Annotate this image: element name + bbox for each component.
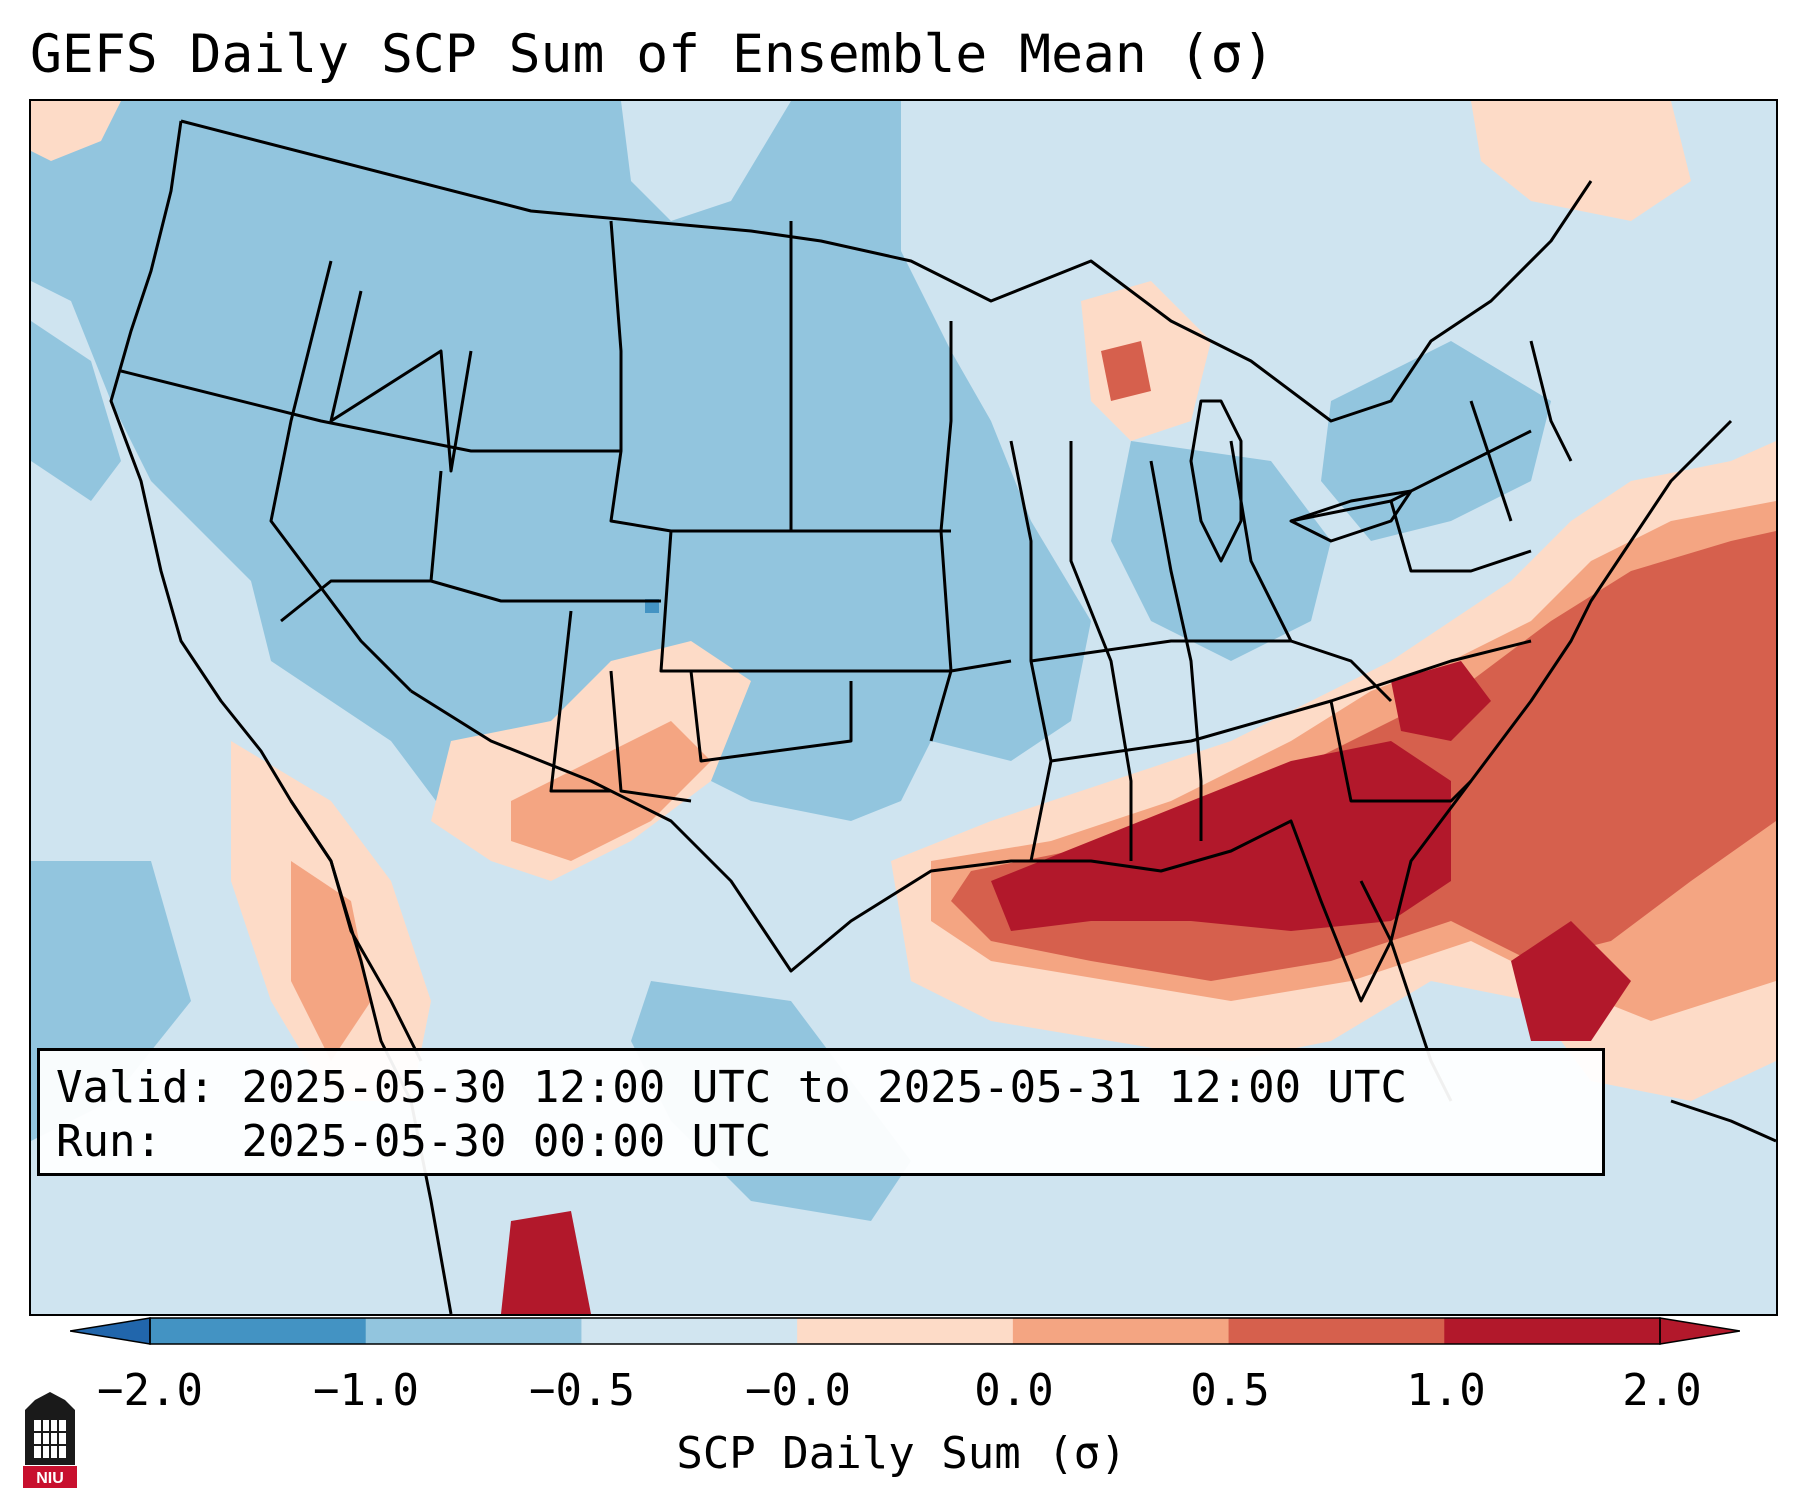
colorbar-tick-label: 0.0 (974, 1365, 1054, 1416)
map-canvas (31, 101, 1776, 1314)
colorbar (70, 1317, 1740, 1345)
cuba-outline (1670, 1099, 1776, 1143)
baja-mid-red-region (291, 861, 371, 1061)
northwest-corner-light-red-region (31, 101, 121, 161)
colorbar-segment (1012, 1318, 1230, 1344)
gulf-coast-dark-red-region (991, 741, 1451, 931)
map-area (29, 99, 1778, 1316)
run-label: Run: (56, 1116, 162, 1167)
state-line-8 (549, 610, 611, 793)
state-line-23 (1529, 340, 1573, 462)
colorbar-segment (365, 1318, 582, 1344)
colorbar-tick-label: 2.0 (1622, 1365, 1702, 1416)
colorbar-over-arrow (1659, 1317, 1740, 1345)
colorbar-tick-label: −0.0 (745, 1365, 851, 1416)
colorbar-segment (797, 1318, 1014, 1344)
state-line-4 (609, 220, 951, 533)
state-line-9 (609, 670, 692, 803)
state-line-7 (280, 579, 431, 623)
colorbar-segments (150, 1318, 1661, 1344)
logo-text: NIU (36, 1470, 64, 1487)
colorbar-under-arrow (70, 1317, 151, 1345)
midwest-blue-region (1111, 441, 1331, 661)
state-line-10 (689, 670, 853, 763)
valid-run-info-box: Valid: 2025-05-30 12:00 UTC to 2025-05-3… (37, 1048, 1605, 1176)
state-line-22 (1469, 400, 1513, 522)
colorbar-segment (581, 1318, 798, 1344)
western-us-blue-region (31, 101, 1091, 821)
boundary-lines (109, 119, 1776, 1314)
colorbar-tick-label: 0.5 (1190, 1365, 1270, 1416)
colorbar-outline (149, 1317, 1661, 1345)
state-line-19 (1329, 700, 1473, 803)
colorbar-segment (1228, 1318, 1445, 1344)
carolinas-dark-red-region (1391, 661, 1491, 741)
colorbar-segment (150, 1318, 367, 1344)
atlantic-dark-red-region (1511, 921, 1631, 1041)
baja-dark-red-region (501, 1211, 591, 1314)
state-line-5 (659, 530, 1012, 673)
run-value: 2025-05-30 00:00 UTC (241, 1116, 772, 1167)
state-line-6 (429, 470, 661, 603)
us-canada-border (180, 119, 1593, 423)
state-line-15 (1149, 460, 1203, 841)
lake-michigan-outline (1189, 399, 1243, 563)
colorbar-tick-label: −2.0 (97, 1365, 203, 1416)
valid-label: Valid: (56, 1062, 215, 1113)
colorbar-title: SCP Daily Sum (σ) (676, 1428, 1127, 1479)
niu-logo: NIU (23, 1392, 77, 1488)
state-line-21 (1389, 500, 1532, 573)
colorbar-tick-label: 1.0 (1406, 1365, 1486, 1416)
northeast-corner-light-red-region (1471, 101, 1691, 221)
west-coast-blue-region (31, 321, 121, 501)
state-line-2 (120, 369, 621, 453)
colorbar-tick-label: −1.0 (313, 1365, 419, 1416)
state-line-20 (1290, 429, 1532, 523)
state-line-12 (929, 321, 953, 742)
valid-value: 2025-05-30 12:00 UTC to 2025-05-31 12:00… (241, 1062, 1408, 1113)
northeast-blue-region (1321, 341, 1551, 541)
michigan-red-spot (1101, 341, 1151, 401)
state-line-14 (1069, 441, 1133, 861)
state-line-17 (1030, 639, 1291, 663)
colorbar-tick-label: −0.5 (529, 1365, 635, 1416)
state-line-3 (329, 290, 473, 473)
gulf-coast-outline (410, 419, 1733, 1003)
state-line-1 (269, 260, 413, 693)
map-title: GEFS Daily SCP Sum of Ensemble Mean (σ) (30, 24, 1275, 85)
lake-erie-outline (1289, 489, 1413, 543)
baja-outline (289, 800, 453, 1314)
great-lakes-light-red-region (1081, 281, 1211, 441)
colorbar-segment (1444, 1318, 1661, 1344)
